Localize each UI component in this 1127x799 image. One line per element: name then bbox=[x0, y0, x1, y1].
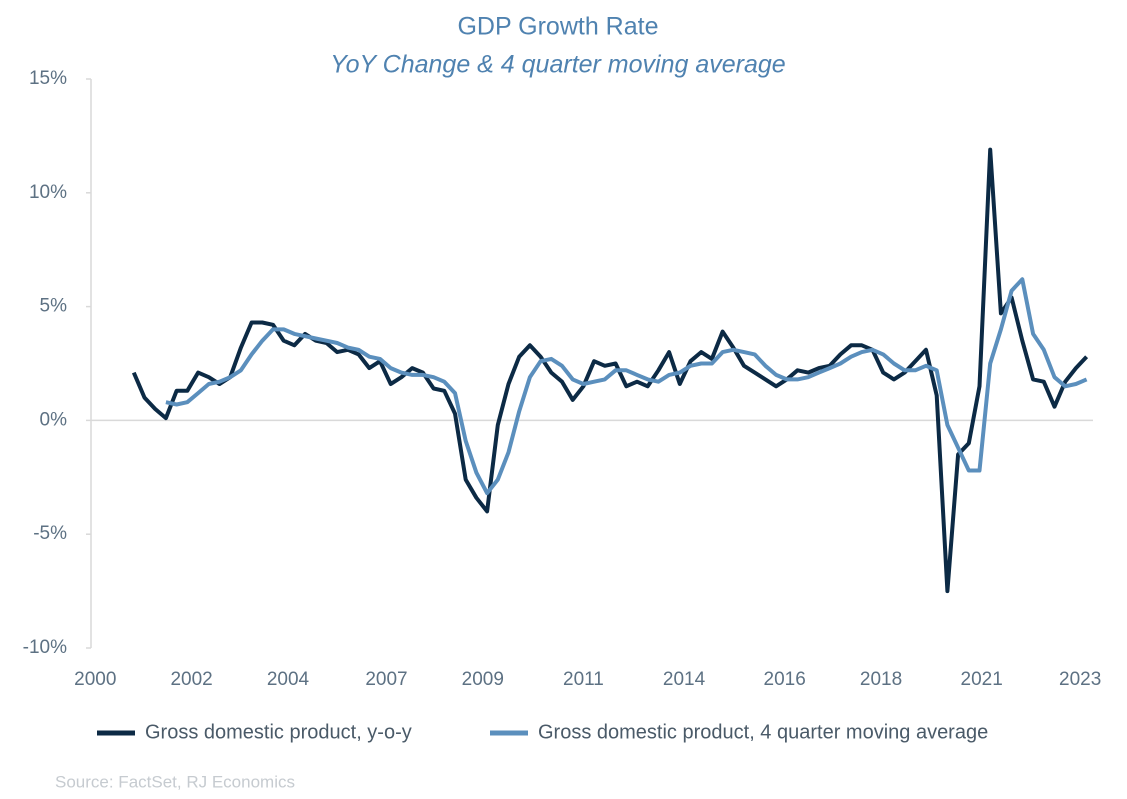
x-tick-label: 2014 bbox=[663, 669, 706, 690]
y-tick-label: 10% bbox=[29, 182, 67, 203]
legend-label: Gross domestic product, 4 quarter moving… bbox=[538, 721, 988, 743]
series-line bbox=[131, 147, 1089, 594]
series-line bbox=[165, 277, 1088, 496]
y-tick-label: 0% bbox=[40, 409, 68, 430]
y-tick-label: 5% bbox=[40, 296, 68, 317]
x-tick-label: 2021 bbox=[961, 669, 1003, 690]
x-tick-label: 2004 bbox=[267, 669, 310, 690]
x-tick-label: 2016 bbox=[764, 669, 806, 690]
y-tick-label: 15% bbox=[29, 68, 67, 89]
x-tick-label: 2023 bbox=[1059, 669, 1101, 690]
x-tick-label: 2000 bbox=[74, 669, 116, 690]
x-tick-label: 2002 bbox=[170, 669, 212, 690]
y-tick-label: -10% bbox=[23, 637, 67, 658]
x-tick-label: 2009 bbox=[462, 669, 504, 690]
x-tick-label: 2018 bbox=[860, 669, 902, 690]
y-tick-label: -5% bbox=[33, 523, 67, 544]
x-tick-label: 2007 bbox=[365, 669, 407, 690]
legend-label: Gross domestic product, y-o-y bbox=[145, 721, 412, 743]
chart-subtitle: YoY Change & 4 quarter moving average bbox=[330, 51, 785, 79]
chart-title: GDP Growth Rate bbox=[457, 13, 658, 41]
source-note: Source: FactSet, RJ Economics bbox=[55, 772, 295, 791]
x-tick-label: 2011 bbox=[563, 669, 604, 690]
